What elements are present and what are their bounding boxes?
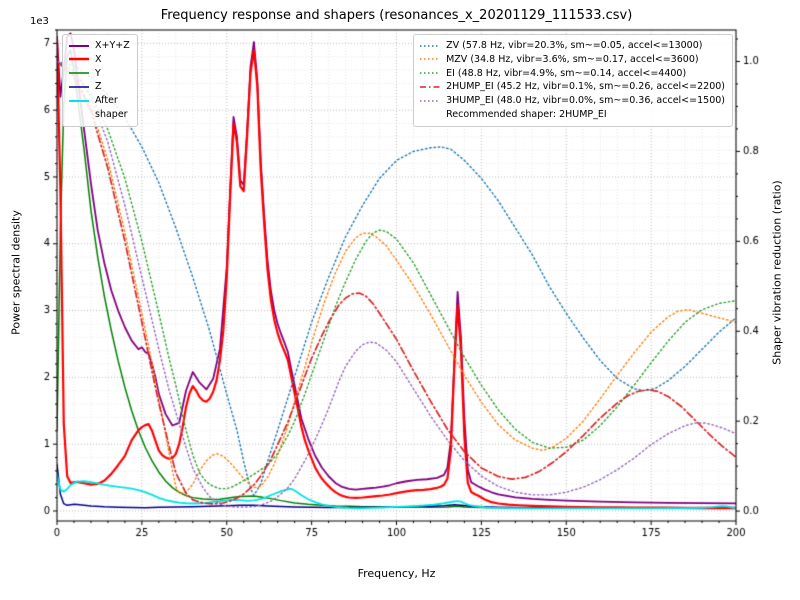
y-axis-label-left: Power spectral density <box>9 210 23 335</box>
legend-line-sample <box>69 58 89 61</box>
legend-psd: X+Y+Z X Y Z After shaper <box>62 34 138 127</box>
legend-line-sample <box>420 44 441 47</box>
legend-label: X+Y+Z <box>95 40 130 51</box>
legend-entry: 2HUMP_EI (45.2 Hz, vibr=0.1%, sm~=0.26, … <box>419 80 725 94</box>
legend-entry: ZV (57.8 Hz, vibr=20.3%, sm~=0.05, accel… <box>419 39 725 53</box>
y-axis-offset-text: 1e3 <box>30 16 49 27</box>
legend-line-sample <box>69 85 89 88</box>
legend-line-sample <box>420 99 441 102</box>
chart-title: Frequency response and shapers (resonanc… <box>160 8 633 23</box>
legend-label: MZV (34.8 Hz, vibr=3.6%, sm~=0.17, accel… <box>446 53 699 65</box>
legend-entry: EI (48.8 Hz, vibr=4.9%, sm~=0.14, accel<… <box>419 67 725 81</box>
legend-line-sample <box>420 58 441 60</box>
legend-entry: Y <box>68 67 130 81</box>
legend-label: 2HUMP_EI (45.2 Hz, vibr=0.1%, sm~=0.26, … <box>446 81 725 93</box>
legend-label: After shaper <box>95 95 128 120</box>
legend-entry: X <box>68 53 130 67</box>
legend-line-sample <box>69 72 89 74</box>
legend-entry: MZV (34.8 Hz, vibr=3.6%, sm~=0.17, accel… <box>419 53 725 67</box>
legend-label: ZV (57.8 Hz, vibr=20.3%, sm~=0.05, accel… <box>446 40 703 51</box>
y-axis-label-right: Shaper vibration reduction (ratio) <box>770 180 784 365</box>
legend-entry: 3HUMP_EI (48.0 Hz, vibr=0.0%, sm~=0.36, … <box>419 94 725 108</box>
legend-line-sample <box>69 99 89 102</box>
legend-entry: X+Y+Z <box>68 39 130 53</box>
legend-shapers: ZV (57.8 Hz, vibr=20.3%, sm~=0.05, accel… <box>413 34 733 127</box>
legend-label: X <box>95 53 102 65</box>
legend-note: Recommended shaper: 2HUMP_EI <box>446 108 607 120</box>
legend-label: 3HUMP_EI (48.0 Hz, vibr=0.0%, sm~=0.36, … <box>446 95 725 107</box>
legend-label: Z <box>95 81 102 93</box>
legend-line-sample <box>69 44 89 47</box>
legend-entry: After shaper <box>68 94 130 122</box>
legend-label: EI (48.8 Hz, vibr=4.9%, sm~=0.14, accel<… <box>446 67 687 79</box>
legend-entry: Z <box>68 80 130 94</box>
legend-line-sample <box>420 85 441 88</box>
legend-label: Y <box>95 67 101 79</box>
x-axis-label: Frequency, Hz <box>357 567 436 580</box>
legend-line-sample <box>420 72 441 74</box>
